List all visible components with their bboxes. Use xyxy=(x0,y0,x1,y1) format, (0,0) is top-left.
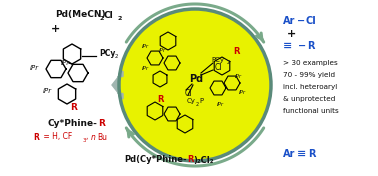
Text: 2: 2 xyxy=(195,102,198,106)
Text: ≡: ≡ xyxy=(297,149,307,159)
Text: PCy: PCy xyxy=(212,57,225,63)
Text: R: R xyxy=(71,102,77,112)
Text: iPr: iPr xyxy=(29,65,39,71)
Circle shape xyxy=(119,9,271,161)
Text: iPr: iPr xyxy=(217,102,223,106)
Text: P: P xyxy=(199,98,203,104)
Text: Cy*Phine-: Cy*Phine- xyxy=(47,120,97,128)
Text: −: − xyxy=(297,16,305,26)
Text: R: R xyxy=(308,149,316,159)
Text: Pd: Pd xyxy=(189,74,203,84)
Text: ≡: ≡ xyxy=(283,41,292,51)
Text: R: R xyxy=(158,95,164,103)
Text: iPr: iPr xyxy=(141,43,149,49)
Text: 2: 2 xyxy=(115,55,118,59)
Text: Pd(Cy*Phine-: Pd(Cy*Phine- xyxy=(124,156,187,165)
Text: R: R xyxy=(187,156,194,165)
Text: PCy: PCy xyxy=(99,49,115,58)
Text: −: − xyxy=(298,41,306,51)
Text: Pd(MeCN): Pd(MeCN) xyxy=(55,11,105,20)
Text: = H, CF: = H, CF xyxy=(41,133,72,142)
Text: R: R xyxy=(33,133,39,142)
Text: incl. heteroaryl: incl. heteroaryl xyxy=(283,84,337,90)
Text: +: + xyxy=(287,29,296,39)
Text: +: + xyxy=(50,24,60,34)
Text: Ar: Ar xyxy=(283,16,295,26)
Text: ,: , xyxy=(86,133,91,142)
Text: R: R xyxy=(98,120,105,128)
Text: Cl: Cl xyxy=(305,16,316,26)
Text: 3: 3 xyxy=(83,138,87,143)
Text: )₂Cl₂: )₂Cl₂ xyxy=(193,156,214,165)
Text: iPr: iPr xyxy=(239,90,246,95)
Text: 2: 2 xyxy=(100,16,104,21)
Text: iPr: iPr xyxy=(141,67,149,71)
Text: 2: 2 xyxy=(226,61,229,65)
Text: Cl: Cl xyxy=(214,62,222,71)
Text: & unprotected: & unprotected xyxy=(283,96,335,102)
Text: Cl: Cl xyxy=(104,11,114,20)
Text: iPr: iPr xyxy=(234,74,242,78)
Text: Ar: Ar xyxy=(283,149,295,159)
Text: iPr: iPr xyxy=(42,88,51,94)
Text: iPr: iPr xyxy=(60,60,70,66)
Text: > 30 examples: > 30 examples xyxy=(283,60,338,66)
Text: R: R xyxy=(233,46,239,55)
Text: R: R xyxy=(307,41,314,51)
Text: Cy: Cy xyxy=(187,98,195,104)
Text: iPr: iPr xyxy=(158,48,166,52)
Text: n: n xyxy=(91,133,96,142)
Text: 70 - 99% yield: 70 - 99% yield xyxy=(283,72,335,78)
FancyArrow shape xyxy=(112,71,123,99)
Text: Cl: Cl xyxy=(184,89,192,98)
Text: 2: 2 xyxy=(117,16,121,21)
Text: functional units: functional units xyxy=(283,108,339,114)
Text: Bu: Bu xyxy=(97,133,107,142)
